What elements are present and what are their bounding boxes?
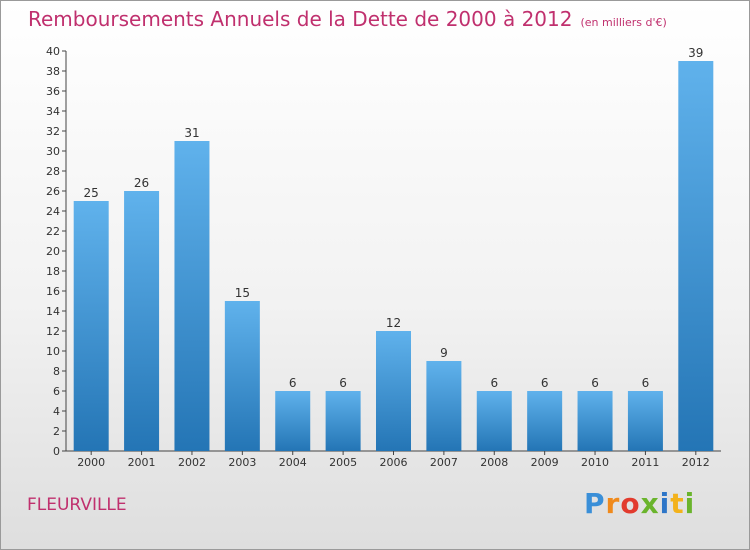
y-tick-label: 16 [46,285,60,298]
y-tick-label: 22 [46,225,60,238]
bar-value-label: 6 [591,376,599,390]
chart-title: Remboursements Annuels de la Dette de 20… [28,7,667,31]
y-tick-label: 36 [46,85,60,98]
logo-letter: r [605,487,621,520]
bar [73,201,109,451]
x-tick-label: 2010 [581,456,609,469]
bar [275,391,311,451]
bar-value-label: 6 [289,376,297,390]
x-tick-label: 2006 [380,456,408,469]
y-tick-label: 40 [46,45,60,58]
x-tick-label: 2008 [480,456,508,469]
bar-value-label: 6 [642,376,650,390]
x-tick-label: 2005 [329,456,357,469]
x-tick-label: 2012 [682,456,710,469]
chart-subtitle: (en milliers d'€) [580,16,667,29]
bar-value-label: 6 [541,376,549,390]
logo-letter: x [640,487,660,520]
x-tick-label: 2011 [631,456,659,469]
y-tick-label: 2 [53,425,60,438]
bar [426,361,462,451]
x-tick-label: 2009 [531,456,559,469]
x-tick-label: 2007 [430,456,458,469]
logo-letter: i [659,487,671,520]
y-tick-label: 28 [46,165,60,178]
x-tick-label: 2003 [228,456,256,469]
y-tick-label: 38 [46,65,60,78]
logo-letter: o [620,487,641,520]
y-tick-label: 24 [46,205,60,218]
bar-value-label: 39 [688,46,703,60]
bar [476,391,512,451]
y-tick-label: 8 [53,365,60,378]
y-tick-label: 18 [46,265,60,278]
logo-letter: i [684,487,696,520]
y-tick-label: 14 [46,305,60,318]
bar [124,191,160,451]
x-tick-label: 2000 [77,456,105,469]
town-name: FLEURVILLE [27,495,127,515]
logo-letter: t [670,487,685,520]
bar-value-label: 6 [490,376,498,390]
y-tick-label: 26 [46,185,60,198]
bar [376,331,411,451]
logo-letter: P [584,487,606,520]
x-tick-label: 2004 [279,456,307,469]
bar-value-label: 12 [386,316,401,330]
bar-value-label: 15 [235,286,250,300]
bar [678,61,714,451]
bar [325,391,361,451]
bar [627,391,663,451]
y-tick-label: 20 [46,245,60,258]
bar-value-label: 9 [440,346,448,360]
bar [577,391,613,451]
x-tick-label: 2002 [178,456,206,469]
bar-value-label: 6 [339,376,347,390]
y-tick-label: 12 [46,325,60,338]
y-tick-label: 30 [46,145,60,158]
y-tick-label: 4 [53,405,60,418]
bar [527,391,563,451]
x-tick-label: 2001 [128,456,156,469]
chart-title-text: Remboursements Annuels de la Dette de 20… [28,7,573,31]
proxiti-logo[interactable]: Proxiti [584,487,695,520]
y-tick-label: 6 [53,385,60,398]
bar [174,141,210,451]
y-tick-label: 10 [46,345,60,358]
bar-value-label: 26 [134,176,149,190]
bar [224,301,260,451]
bar-value-label: 31 [184,126,199,140]
y-tick-label: 32 [46,125,60,138]
y-tick-label: 34 [46,105,60,118]
bar-value-label: 25 [84,186,99,200]
y-tick-label: 0 [53,445,60,458]
